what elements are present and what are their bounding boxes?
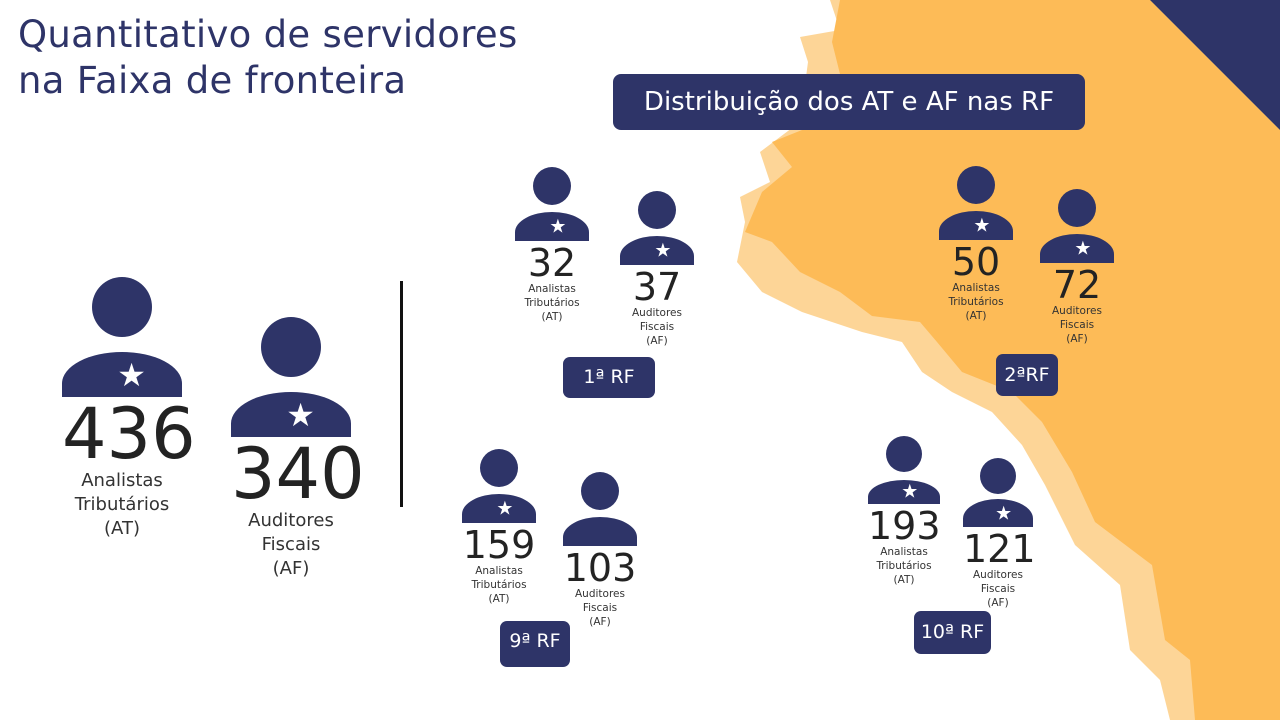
label: (AT): [541, 311, 563, 323]
person-head-icon: [533, 167, 571, 205]
star-icon: ★: [654, 239, 672, 262]
person-body-icon: ★: [462, 494, 536, 523]
person-body-icon: ★: [939, 211, 1013, 240]
label: Analistas: [528, 283, 576, 295]
label: (AF): [272, 558, 310, 579]
rf1-af: ★ 37 Auditores Fiscais (AF): [620, 191, 694, 348]
rf9-badge: 9ª RF: [500, 621, 570, 667]
at-count: 159: [462, 523, 536, 567]
person-head-icon: [480, 449, 518, 487]
person-body-icon: ★: [231, 392, 351, 437]
person-head-icon: [261, 317, 321, 377]
person-head-icon: [92, 277, 152, 337]
rf9-at: ★ 159 Analistas Tributários (AT): [462, 449, 536, 606]
label: Auditores: [632, 307, 682, 319]
label: Analistas: [880, 546, 928, 558]
rf10-af: ★ 121 Auditores Fiscais (AF): [963, 458, 1036, 610]
page-title: Quantitativo de servidores na Faixa de f…: [18, 12, 518, 104]
label: Auditores: [575, 588, 625, 600]
title-line-2: na Faixa de fronteira: [18, 59, 407, 102]
label: Fiscais: [261, 534, 321, 555]
section-banner: Distribuição dos AT e AF nas RF: [613, 74, 1085, 130]
label: Fiscais: [582, 602, 618, 614]
star-icon: ★: [496, 497, 514, 520]
star-icon: ★: [286, 396, 315, 435]
label: Tributários: [876, 560, 932, 572]
star-icon: ★: [549, 215, 567, 238]
af-count: 72: [1052, 263, 1102, 307]
label: (AT): [893, 574, 915, 586]
total-at: ★ 436 Analistas Tributários (AT): [62, 277, 196, 541]
total-af-count: 340: [231, 433, 365, 515]
label: Analistas: [81, 470, 163, 491]
at-count: 50: [951, 240, 1001, 284]
label: Auditores: [248, 510, 334, 531]
person-head-icon: [886, 436, 922, 472]
label: Tributários: [524, 297, 580, 309]
label: Analistas: [475, 565, 523, 577]
label: (AF): [987, 597, 1009, 609]
person-body-icon: ★: [963, 499, 1033, 527]
person-head-icon: [957, 166, 995, 204]
person-body-icon: ★: [620, 236, 694, 265]
title-line-1: Quantitativo de servidores: [18, 13, 518, 56]
person-body-icon: ★: [62, 352, 182, 397]
label: Tributários: [948, 296, 1004, 308]
person-head-icon: [1058, 189, 1096, 227]
person-body-icon: ★: [868, 480, 940, 504]
label: Tributários: [74, 494, 170, 515]
label: Auditores: [973, 569, 1023, 581]
rf2-af: ★ 72 Auditores Fiscais (AF): [1040, 189, 1114, 346]
af-count: 121: [963, 527, 1036, 571]
person-body-icon: ★: [1040, 234, 1114, 263]
person-body-icon: [563, 517, 637, 546]
star-icon: ★: [973, 214, 991, 237]
at-count: 32: [527, 241, 577, 285]
total-at-count: 436: [62, 393, 196, 475]
rf2-badge: 2ªRF: [996, 354, 1058, 396]
at-count: 193: [868, 504, 941, 548]
divider: [400, 281, 403, 507]
person-head-icon: [581, 472, 619, 510]
rf2-at: ★ 50 Analistas Tributários (AT): [939, 166, 1013, 323]
label: (AT): [488, 593, 510, 605]
rf10-badge: 10ª RF: [914, 611, 991, 654]
rf1-at: ★ 32 Analistas Tributários (AT): [515, 167, 589, 324]
corner-triangle: [1150, 0, 1280, 130]
star-icon: ★: [901, 480, 919, 503]
star-icon: ★: [1074, 237, 1092, 260]
rf9-af: 103 Auditores Fiscais (AF): [563, 472, 637, 629]
label: Analistas: [952, 282, 1000, 294]
label: Auditores: [1052, 305, 1102, 317]
label: (AT): [104, 518, 140, 539]
af-count: 37: [632, 265, 682, 309]
label: (AF): [646, 335, 668, 347]
rf1-badge: 1ª RF: [563, 357, 655, 398]
label: (AF): [589, 616, 611, 628]
label: Tributários: [471, 579, 527, 591]
af-count: 103: [563, 546, 637, 590]
rf10-at: ★ 193 Analistas Tributários (AT): [868, 436, 941, 587]
person-head-icon: [638, 191, 676, 229]
star-icon: ★: [995, 502, 1013, 525]
label: (AT): [965, 310, 987, 322]
label: (AF): [1066, 333, 1088, 345]
total-af: ★ 340 Auditores Fiscais (AF): [231, 317, 365, 581]
person-body-icon: ★: [515, 212, 589, 241]
person-head-icon: [980, 458, 1016, 494]
star-icon: ★: [117, 356, 146, 395]
label: Fiscais: [980, 583, 1016, 595]
label: Fiscais: [1059, 319, 1095, 331]
label: Fiscais: [639, 321, 675, 333]
